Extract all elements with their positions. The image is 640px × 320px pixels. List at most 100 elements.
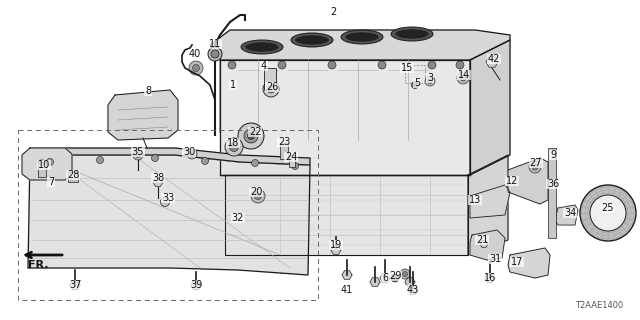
Text: 40: 40 bbox=[189, 49, 201, 59]
Circle shape bbox=[189, 151, 195, 156]
Text: 22: 22 bbox=[249, 127, 261, 137]
Circle shape bbox=[400, 269, 410, 279]
Text: 31: 31 bbox=[489, 254, 501, 264]
Circle shape bbox=[252, 159, 259, 166]
Text: 18: 18 bbox=[227, 138, 239, 148]
Ellipse shape bbox=[241, 40, 283, 54]
Bar bbox=[405, 65, 425, 83]
Polygon shape bbox=[470, 185, 510, 218]
Polygon shape bbox=[470, 40, 510, 175]
Circle shape bbox=[263, 81, 279, 97]
Circle shape bbox=[208, 47, 222, 61]
Circle shape bbox=[225, 138, 243, 156]
Ellipse shape bbox=[291, 33, 333, 47]
Text: 14: 14 bbox=[458, 70, 470, 80]
Text: 25: 25 bbox=[602, 203, 614, 213]
Polygon shape bbox=[28, 155, 310, 275]
Circle shape bbox=[328, 61, 336, 69]
Polygon shape bbox=[470, 230, 505, 260]
Circle shape bbox=[391, 274, 399, 282]
Circle shape bbox=[97, 156, 104, 164]
Text: 26: 26 bbox=[266, 82, 278, 92]
Polygon shape bbox=[108, 90, 178, 140]
Circle shape bbox=[532, 164, 538, 170]
Text: 16: 16 bbox=[484, 273, 496, 283]
Text: 36: 36 bbox=[547, 179, 559, 189]
Text: 17: 17 bbox=[511, 257, 523, 267]
Text: 13: 13 bbox=[469, 195, 481, 205]
Text: 15: 15 bbox=[401, 63, 413, 73]
Circle shape bbox=[244, 129, 258, 143]
Circle shape bbox=[202, 157, 209, 164]
Ellipse shape bbox=[341, 30, 383, 44]
Text: FR.: FR. bbox=[28, 260, 48, 270]
Circle shape bbox=[251, 189, 265, 203]
Circle shape bbox=[278, 61, 286, 69]
Polygon shape bbox=[486, 57, 498, 67]
Text: 11: 11 bbox=[209, 39, 221, 49]
Circle shape bbox=[590, 195, 626, 231]
Circle shape bbox=[47, 158, 54, 165]
Polygon shape bbox=[485, 274, 495, 282]
Circle shape bbox=[428, 61, 436, 69]
Polygon shape bbox=[555, 205, 578, 225]
Text: 39: 39 bbox=[190, 280, 202, 290]
Polygon shape bbox=[342, 271, 352, 279]
Bar bbox=[264, 68, 276, 90]
Circle shape bbox=[456, 61, 464, 69]
Polygon shape bbox=[210, 30, 510, 60]
Text: 9: 9 bbox=[550, 150, 556, 160]
Text: 19: 19 bbox=[330, 240, 342, 250]
Circle shape bbox=[189, 61, 203, 75]
Text: 24: 24 bbox=[285, 152, 297, 162]
Circle shape bbox=[403, 271, 408, 276]
Polygon shape bbox=[508, 158, 548, 204]
Text: 20: 20 bbox=[250, 187, 262, 197]
Circle shape bbox=[580, 185, 636, 241]
Polygon shape bbox=[480, 241, 488, 247]
Bar bbox=[289, 155, 295, 167]
Polygon shape bbox=[405, 278, 415, 286]
Text: 1: 1 bbox=[230, 80, 236, 90]
Ellipse shape bbox=[395, 29, 429, 39]
Polygon shape bbox=[468, 155, 508, 255]
Text: 27: 27 bbox=[530, 158, 542, 168]
Text: 4: 4 bbox=[261, 61, 267, 71]
Ellipse shape bbox=[245, 42, 279, 52]
Text: 35: 35 bbox=[132, 147, 144, 157]
Text: 34: 34 bbox=[564, 208, 576, 218]
Circle shape bbox=[133, 150, 143, 160]
Text: 33: 33 bbox=[162, 193, 174, 203]
Text: 5: 5 bbox=[414, 78, 420, 88]
Circle shape bbox=[412, 82, 419, 89]
Bar bbox=[18, 130, 318, 300]
Polygon shape bbox=[191, 281, 201, 289]
Text: 3: 3 bbox=[427, 73, 433, 83]
Text: 42: 42 bbox=[488, 54, 500, 64]
Text: 30: 30 bbox=[183, 147, 195, 157]
Text: 21: 21 bbox=[476, 235, 488, 245]
Text: 37: 37 bbox=[69, 280, 81, 290]
Circle shape bbox=[211, 50, 219, 58]
Ellipse shape bbox=[295, 35, 329, 45]
Circle shape bbox=[291, 163, 298, 170]
Text: 7: 7 bbox=[48, 177, 54, 187]
Circle shape bbox=[248, 132, 255, 140]
Circle shape bbox=[460, 75, 466, 81]
Polygon shape bbox=[70, 281, 80, 289]
Circle shape bbox=[193, 65, 200, 71]
Bar bbox=[280, 143, 288, 159]
Polygon shape bbox=[30, 148, 310, 165]
Text: 2: 2 bbox=[330, 7, 336, 17]
Text: 23: 23 bbox=[278, 137, 290, 147]
Circle shape bbox=[152, 155, 159, 162]
Text: 43: 43 bbox=[407, 285, 419, 295]
Circle shape bbox=[428, 78, 433, 84]
Circle shape bbox=[267, 85, 275, 93]
Polygon shape bbox=[331, 246, 341, 254]
Text: 6: 6 bbox=[382, 273, 388, 283]
Bar bbox=[38, 162, 46, 177]
Text: 32: 32 bbox=[232, 213, 244, 223]
Ellipse shape bbox=[391, 27, 433, 41]
Polygon shape bbox=[22, 148, 72, 180]
